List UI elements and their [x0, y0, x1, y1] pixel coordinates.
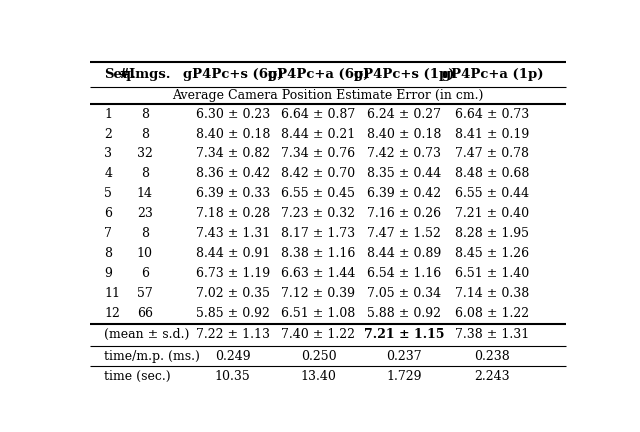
Text: 11: 11: [104, 287, 120, 300]
Text: 8.40 ± 0.18: 8.40 ± 0.18: [367, 127, 442, 140]
Text: 8.44 ± 0.91: 8.44 ± 0.91: [196, 247, 270, 260]
Text: 5: 5: [104, 187, 112, 200]
Text: gP4Pc+a (1p): gP4Pc+a (1p): [442, 68, 543, 81]
Text: 6.51 ± 1.40: 6.51 ± 1.40: [455, 267, 529, 280]
Text: 6.55 ± 0.45: 6.55 ± 0.45: [282, 187, 355, 200]
Text: 8.45 ± 1.26: 8.45 ± 1.26: [455, 247, 529, 260]
Text: 6.39 ± 0.33: 6.39 ± 0.33: [196, 187, 270, 200]
Text: 7.05 ± 0.34: 7.05 ± 0.34: [367, 287, 441, 300]
Text: 6.30 ± 0.23: 6.30 ± 0.23: [196, 108, 270, 121]
Text: 7.18 ± 0.28: 7.18 ± 0.28: [196, 207, 270, 220]
Text: 7.47 ± 1.52: 7.47 ± 1.52: [367, 227, 441, 240]
Text: 8: 8: [104, 247, 112, 260]
Text: gP4Pc+a (6p): gP4Pc+a (6p): [268, 68, 369, 81]
Text: gP4Pc+s (6p): gP4Pc+s (6p): [182, 68, 283, 81]
Text: 7.38 ± 1.31: 7.38 ± 1.31: [455, 328, 529, 341]
Text: 8.42 ± 0.70: 8.42 ± 0.70: [282, 168, 356, 181]
Text: 7.12 ± 0.39: 7.12 ± 0.39: [282, 287, 355, 300]
Text: 6: 6: [141, 267, 148, 280]
Text: 7.21 ± 0.40: 7.21 ± 0.40: [455, 207, 529, 220]
Text: 6.64 ± 0.73: 6.64 ± 0.73: [455, 108, 529, 121]
Text: 7.22 ± 1.13: 7.22 ± 1.13: [196, 328, 270, 341]
Text: 0.238: 0.238: [474, 350, 510, 363]
Text: gP4Pc+s (1p): gP4Pc+s (1p): [354, 68, 454, 81]
Text: 8.48 ± 0.68: 8.48 ± 0.68: [455, 168, 529, 181]
Text: 6.54 ± 1.16: 6.54 ± 1.16: [367, 267, 442, 280]
Text: time/m.p. (ms.): time/m.p. (ms.): [104, 350, 200, 363]
Text: 7.02 ± 0.35: 7.02 ± 0.35: [196, 287, 270, 300]
Text: 8.41 ± 0.19: 8.41 ± 0.19: [455, 127, 529, 140]
Text: 0.250: 0.250: [301, 350, 336, 363]
Text: 6: 6: [104, 207, 112, 220]
Text: 6.73 ± 1.19: 6.73 ± 1.19: [196, 267, 270, 280]
Text: 8: 8: [141, 127, 148, 140]
Text: 7.21 ± 1.15: 7.21 ± 1.15: [364, 328, 444, 341]
Text: 8.35 ± 0.44: 8.35 ± 0.44: [367, 168, 442, 181]
Text: 0.249: 0.249: [215, 350, 251, 363]
Text: 6.64 ± 0.87: 6.64 ± 0.87: [282, 108, 356, 121]
Text: 0.237: 0.237: [387, 350, 422, 363]
Text: 1.729: 1.729: [387, 370, 422, 383]
Text: 32: 32: [137, 147, 152, 160]
Text: 2: 2: [104, 127, 112, 140]
Text: 5.88 ± 0.92: 5.88 ± 0.92: [367, 307, 441, 320]
Text: 7.47 ± 0.78: 7.47 ± 0.78: [455, 147, 529, 160]
Text: 4: 4: [104, 168, 112, 181]
Text: 1: 1: [104, 108, 112, 121]
Text: #Imgs.: #Imgs.: [118, 68, 171, 81]
Text: 6.08 ± 1.22: 6.08 ± 1.22: [455, 307, 529, 320]
Text: 7.40 ± 1.22: 7.40 ± 1.22: [282, 328, 355, 341]
Text: 14: 14: [137, 187, 153, 200]
Text: time (sec.): time (sec.): [104, 370, 171, 383]
Text: 8.38 ± 1.16: 8.38 ± 1.16: [282, 247, 356, 260]
Text: Seq.: Seq.: [104, 68, 136, 81]
Text: 7.14 ± 0.38: 7.14 ± 0.38: [455, 287, 529, 300]
Text: 8.44 ± 0.89: 8.44 ± 0.89: [367, 247, 442, 260]
Text: 13.40: 13.40: [301, 370, 337, 383]
Text: 3: 3: [104, 147, 112, 160]
Text: 8.36 ± 0.42: 8.36 ± 0.42: [196, 168, 270, 181]
Text: 8: 8: [141, 108, 148, 121]
Text: 7.34 ± 0.82: 7.34 ± 0.82: [196, 147, 270, 160]
Text: 7.16 ± 0.26: 7.16 ± 0.26: [367, 207, 441, 220]
Text: 8.44 ± 0.21: 8.44 ± 0.21: [282, 127, 356, 140]
Text: 8: 8: [141, 227, 148, 240]
Text: 12: 12: [104, 307, 120, 320]
Text: 9: 9: [104, 267, 112, 280]
Text: 8.28 ± 1.95: 8.28 ± 1.95: [455, 227, 529, 240]
Text: 10.35: 10.35: [215, 370, 251, 383]
Text: 7.34 ± 0.76: 7.34 ± 0.76: [282, 147, 356, 160]
Text: 2.243: 2.243: [474, 370, 510, 383]
Text: 6.39 ± 0.42: 6.39 ± 0.42: [367, 187, 441, 200]
Text: 8: 8: [141, 168, 148, 181]
Text: 66: 66: [137, 307, 153, 320]
Text: 57: 57: [137, 287, 152, 300]
Text: 6.24 ± 0.27: 6.24 ± 0.27: [367, 108, 441, 121]
Text: 6.51 ± 1.08: 6.51 ± 1.08: [282, 307, 356, 320]
Text: 7: 7: [104, 227, 112, 240]
Text: 6.55 ± 0.44: 6.55 ± 0.44: [455, 187, 529, 200]
Text: 6.63 ± 1.44: 6.63 ± 1.44: [282, 267, 356, 280]
Text: 5.85 ± 0.92: 5.85 ± 0.92: [196, 307, 269, 320]
Text: 8.17 ± 1.73: 8.17 ± 1.73: [282, 227, 356, 240]
Text: 7.23 ± 0.32: 7.23 ± 0.32: [282, 207, 355, 220]
Text: 7.42 ± 0.73: 7.42 ± 0.73: [367, 147, 441, 160]
Text: (mean ± s.d.): (mean ± s.d.): [104, 328, 189, 341]
Text: 23: 23: [137, 207, 152, 220]
Text: Average Camera Position Estimate Error (in cm.): Average Camera Position Estimate Error (…: [172, 89, 484, 102]
Text: 10: 10: [137, 247, 153, 260]
Text: 8.40 ± 0.18: 8.40 ± 0.18: [196, 127, 270, 140]
Text: 7.43 ± 1.31: 7.43 ± 1.31: [196, 227, 270, 240]
